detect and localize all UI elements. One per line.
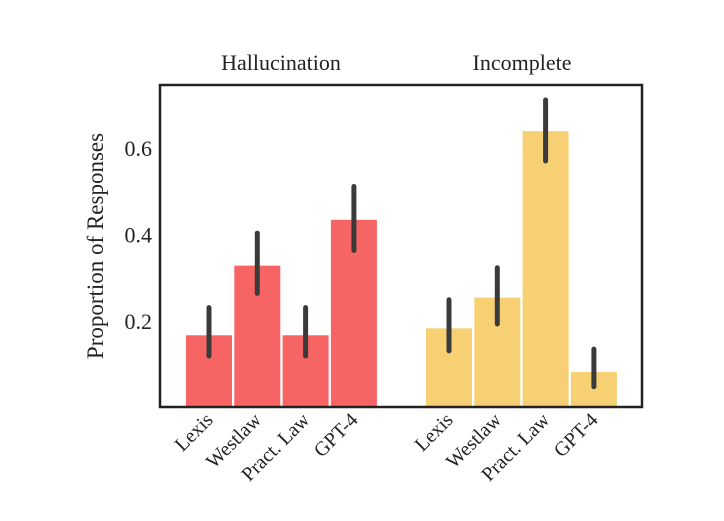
group-title-hallucination: Hallucination: [221, 50, 341, 75]
bars-layer: [186, 131, 617, 407]
y-tick-label: 0.4: [125, 223, 153, 248]
x-axis: LexisWestlawPract. LawGPT-4LexisWestlawP…: [171, 409, 603, 486]
x-tick-label: GPT-4: [550, 409, 603, 462]
x-tick-label: GPT-4: [310, 409, 363, 462]
plot-frame: [160, 85, 642, 407]
y-axis: 0.2 0.4 0.6: [125, 136, 153, 334]
y-tick-label: 0.6: [125, 136, 153, 161]
group-title-incomplete: Incomplete: [473, 50, 572, 75]
bar-1-pract-law: [523, 131, 569, 407]
y-tick-label: 0.2: [125, 309, 153, 334]
y-axis-label: Proportion of Responses: [83, 133, 108, 359]
